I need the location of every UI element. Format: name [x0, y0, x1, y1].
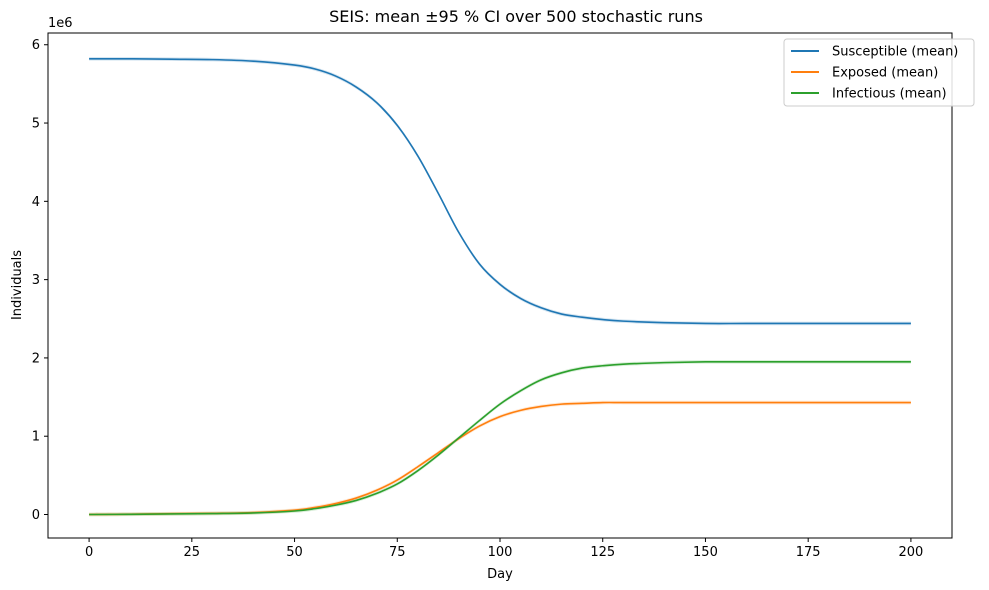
- y-tick-label: 4: [32, 195, 40, 210]
- legend-box: [783, 38, 975, 107]
- y-scale-multiplier: 1e6: [48, 16, 73, 31]
- y-tick-label: 5: [32, 117, 40, 132]
- chart-title: SEIS: mean ±95 % CI over 500 stochastic …: [329, 7, 703, 26]
- x-axis-title: Day: [487, 567, 513, 582]
- y-tick-label: 3: [32, 273, 40, 288]
- y-axis: 0 1 2 3 4 5 6: [32, 38, 48, 523]
- legend-label: Susceptible (mean): [832, 45, 958, 60]
- x-tick-label: 150: [693, 545, 718, 560]
- x-tick-label: 75: [389, 545, 406, 560]
- x-tick-label: 0: [85, 545, 93, 560]
- x-tick-label: 50: [286, 545, 303, 560]
- x-axis: 0 25 50 75 100 125 150 175 200: [85, 538, 923, 560]
- y-tick-label: 2: [32, 351, 40, 366]
- x-tick-label: 25: [184, 545, 201, 560]
- x-tick-label: 200: [898, 545, 923, 560]
- y-axis-title: Individuals: [10, 250, 25, 320]
- y-tick-label: 0: [32, 508, 40, 523]
- x-tick-label: 125: [590, 545, 615, 560]
- y-tick-label: 1: [32, 430, 40, 445]
- legend-label: Exposed (mean): [832, 66, 938, 81]
- legend: Susceptible (mean) Exposed (mean) Infectio…: [783, 38, 975, 107]
- x-tick-label: 175: [796, 545, 821, 560]
- x-tick-label: 100: [488, 545, 513, 560]
- series-line-0: [89, 58, 911, 325]
- legend-label: Infectious (mean): [832, 87, 947, 102]
- series-line-2: [89, 360, 911, 516]
- y-tick-label: 6: [32, 38, 40, 53]
